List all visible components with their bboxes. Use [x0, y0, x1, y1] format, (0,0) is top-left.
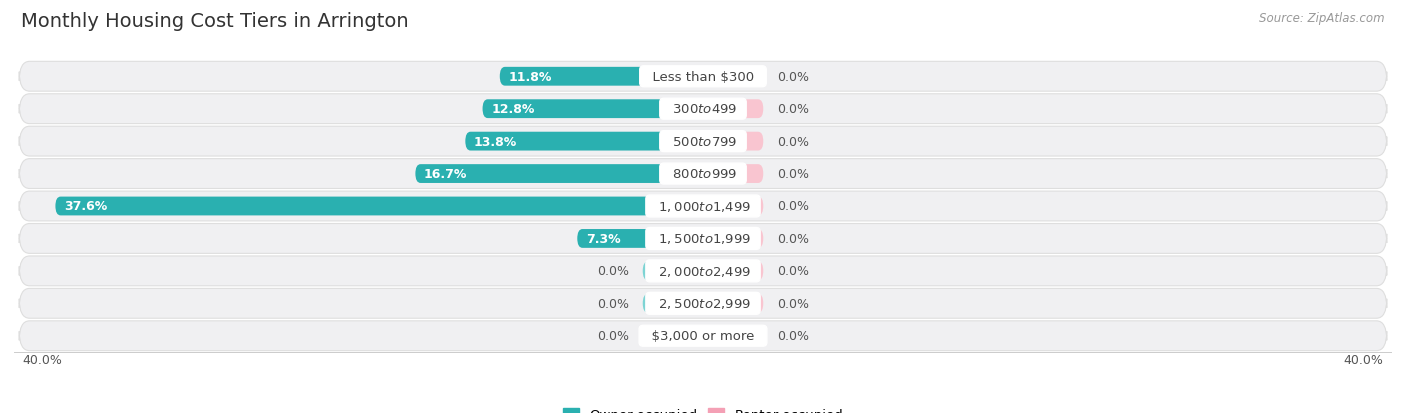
Text: $800 to $999: $800 to $999 [664, 168, 742, 180]
FancyBboxPatch shape [20, 95, 1386, 124]
Text: 12.8%: 12.8% [491, 103, 534, 116]
FancyBboxPatch shape [20, 256, 1386, 286]
FancyBboxPatch shape [703, 294, 763, 313]
Text: 0.0%: 0.0% [778, 330, 808, 342]
Text: 40.0%: 40.0% [1344, 353, 1384, 366]
FancyBboxPatch shape [703, 165, 763, 183]
Text: $500 to $799: $500 to $799 [664, 135, 742, 148]
Text: 0.0%: 0.0% [598, 297, 628, 310]
Text: 0.0%: 0.0% [778, 135, 808, 148]
Text: Less than $300: Less than $300 [644, 71, 762, 83]
Text: 0.0%: 0.0% [778, 200, 808, 213]
Text: $300 to $499: $300 to $499 [664, 103, 742, 116]
Text: 11.8%: 11.8% [509, 71, 551, 83]
FancyBboxPatch shape [20, 224, 1386, 254]
Text: 0.0%: 0.0% [778, 71, 808, 83]
Text: 0.0%: 0.0% [778, 168, 808, 180]
Text: 0.0%: 0.0% [598, 330, 628, 342]
FancyBboxPatch shape [20, 127, 1386, 157]
FancyBboxPatch shape [20, 159, 1386, 189]
FancyBboxPatch shape [703, 197, 763, 216]
Text: $2,000 to $2,499: $2,000 to $2,499 [650, 264, 756, 278]
Text: 13.8%: 13.8% [474, 135, 517, 148]
FancyBboxPatch shape [703, 262, 763, 280]
Text: $1,000 to $1,499: $1,000 to $1,499 [650, 199, 756, 214]
FancyBboxPatch shape [703, 230, 763, 248]
FancyBboxPatch shape [20, 62, 1386, 92]
Text: $2,500 to $2,999: $2,500 to $2,999 [650, 297, 756, 311]
Text: 7.3%: 7.3% [586, 233, 620, 245]
Text: Monthly Housing Cost Tiers in Arrington: Monthly Housing Cost Tiers in Arrington [21, 12, 409, 31]
FancyBboxPatch shape [703, 100, 763, 119]
Text: 0.0%: 0.0% [778, 265, 808, 278]
FancyBboxPatch shape [578, 230, 703, 248]
Text: 0.0%: 0.0% [778, 233, 808, 245]
FancyBboxPatch shape [20, 289, 1386, 318]
Text: 40.0%: 40.0% [22, 353, 62, 366]
FancyBboxPatch shape [703, 133, 763, 151]
Text: $3,000 or more: $3,000 or more [643, 330, 763, 342]
FancyBboxPatch shape [643, 262, 703, 280]
Text: 16.7%: 16.7% [425, 168, 467, 180]
FancyBboxPatch shape [415, 165, 703, 183]
Legend: Owner-occupied, Renter-occupied: Owner-occupied, Renter-occupied [558, 402, 848, 413]
FancyBboxPatch shape [643, 327, 703, 345]
FancyBboxPatch shape [465, 133, 703, 151]
FancyBboxPatch shape [482, 100, 703, 119]
Text: 0.0%: 0.0% [778, 297, 808, 310]
FancyBboxPatch shape [55, 197, 703, 216]
FancyBboxPatch shape [499, 68, 703, 86]
Text: 0.0%: 0.0% [598, 265, 628, 278]
FancyBboxPatch shape [20, 192, 1386, 221]
FancyBboxPatch shape [20, 321, 1386, 351]
Text: 37.6%: 37.6% [65, 200, 107, 213]
Text: 0.0%: 0.0% [778, 103, 808, 116]
Text: $1,500 to $1,999: $1,500 to $1,999 [650, 232, 756, 246]
Text: Source: ZipAtlas.com: Source: ZipAtlas.com [1260, 12, 1385, 25]
FancyBboxPatch shape [703, 68, 763, 86]
FancyBboxPatch shape [703, 327, 763, 345]
FancyBboxPatch shape [643, 294, 703, 313]
